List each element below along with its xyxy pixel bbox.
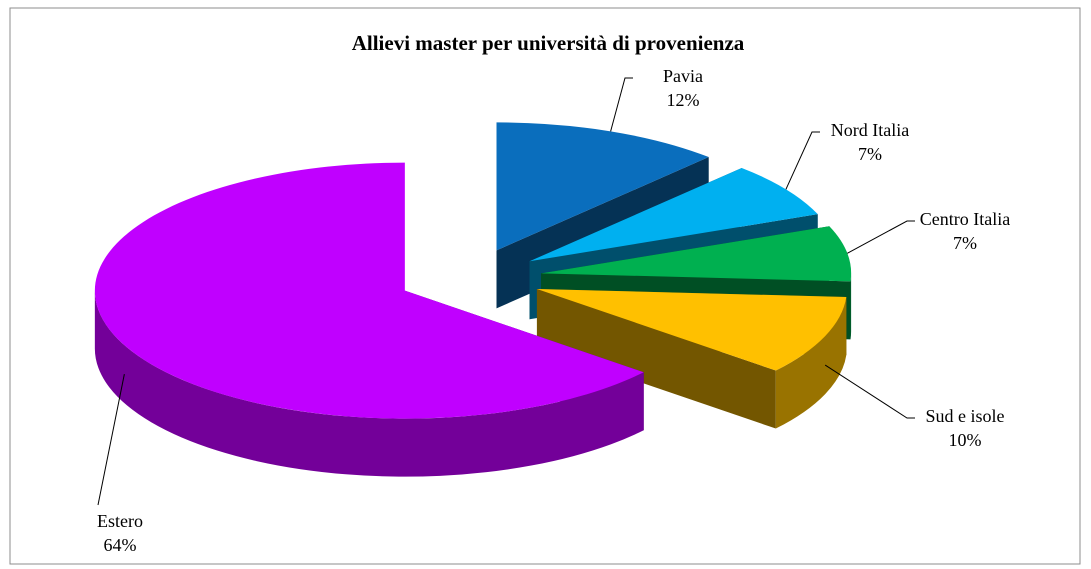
leader-line [610,77,633,132]
leader-line [97,374,125,506]
leader-line [785,131,820,190]
slice-label: Sud e isole [926,406,1005,426]
slice-label: Estero [97,511,143,531]
slice-label: Centro Italia [920,209,1010,229]
slice-top [94,162,644,419]
slice [536,288,847,429]
slice-value-label: 12% [667,90,700,110]
slice [94,162,644,477]
slice-value-label: 10% [949,430,982,450]
slice-side [94,290,644,477]
chart-title: Allievi master per università di proveni… [352,31,745,55]
slice-label: Pavia [663,66,703,86]
slice-value-label: 7% [953,233,977,253]
slice-value-label: 64% [104,535,137,555]
slice-side [850,273,852,340]
slice-wall [536,288,776,429]
slice-top [536,288,847,371]
slice-top [496,122,709,251]
slice-top [529,167,818,262]
slice-value-label: 7% [858,144,882,164]
leader-line [824,364,915,419]
slice-side [775,296,847,429]
slice-top [541,226,852,282]
slice-label: Nord Italia [831,120,909,140]
leader-line [847,220,915,254]
